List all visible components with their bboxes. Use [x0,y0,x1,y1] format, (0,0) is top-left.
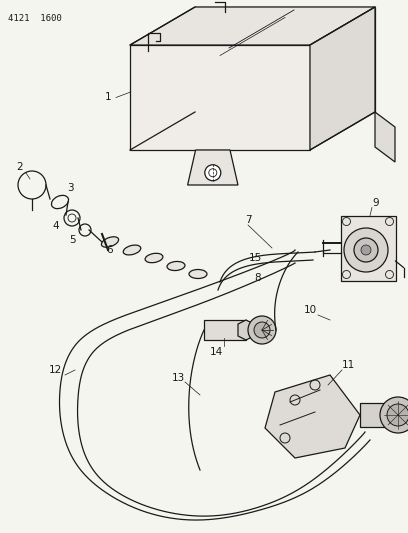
Polygon shape [188,150,238,185]
Text: 12: 12 [49,365,62,375]
Ellipse shape [145,253,163,263]
Text: 7: 7 [245,215,251,225]
Text: 14: 14 [209,347,223,357]
Text: 3: 3 [67,183,73,193]
Text: 5: 5 [70,235,76,245]
Bar [341,215,395,280]
Text: 11: 11 [341,360,355,370]
Ellipse shape [167,262,185,271]
Text: 4121  1600: 4121 1600 [8,14,62,23]
Ellipse shape [123,245,141,255]
Text: 15: 15 [248,253,262,263]
Circle shape [387,404,408,426]
Text: 13: 13 [171,373,185,383]
Polygon shape [130,7,375,45]
Text: 9: 9 [373,198,379,208]
Circle shape [254,322,270,338]
Polygon shape [238,320,254,340]
Polygon shape [130,45,310,150]
Text: 10: 10 [304,305,317,315]
Text: 2: 2 [17,162,23,172]
Circle shape [248,316,276,344]
Text: 1: 1 [105,93,111,102]
Bar [360,403,398,427]
Text: 6: 6 [106,245,113,255]
Text: 4: 4 [53,221,59,231]
Circle shape [380,397,408,433]
Text: 8: 8 [255,273,261,283]
Ellipse shape [189,270,207,279]
Polygon shape [310,7,375,150]
Circle shape [354,238,378,262]
Circle shape [361,245,371,255]
Polygon shape [375,112,395,162]
Bar [204,320,246,340]
Circle shape [344,228,388,272]
Polygon shape [265,375,360,458]
Ellipse shape [102,237,119,247]
Circle shape [205,165,221,181]
